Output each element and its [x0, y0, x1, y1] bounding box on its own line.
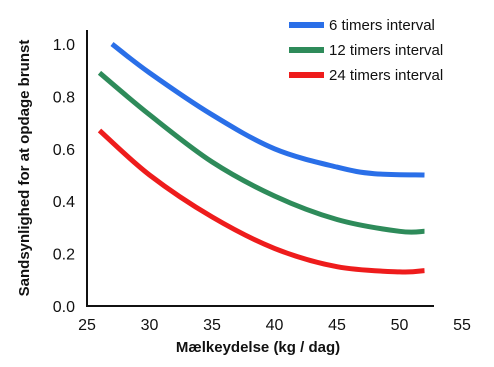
y-axis-title: Sandsynlighed for at opdage brunst	[16, 40, 33, 297]
y-tick-labels: 0.0 0.2 0.4 0.6 0.8 1.0	[53, 37, 75, 316]
x-tick-label: 35	[203, 317, 221, 334]
series-line-1	[110, 42, 425, 178]
legend-label-3: 24 timers interval	[329, 67, 443, 84]
x-tick-label: 40	[266, 317, 284, 334]
x-tick-label: 30	[141, 317, 159, 334]
series-line-3	[97, 128, 425, 275]
x-tick-label: 50	[391, 317, 409, 334]
x-tick-label: 25	[78, 317, 96, 334]
x-tick-label: 55	[453, 317, 471, 334]
x-tick-labels: 25 30 35 40 45 50 55	[78, 317, 471, 334]
series-line-2	[97, 70, 425, 235]
legend-label-2: 12 timers interval	[329, 42, 443, 59]
y-tick-label: 1.0	[53, 37, 75, 54]
legend: 6 timers interval 12 timers interval 24 ti…	[289, 17, 443, 84]
y-tick-label: 0.4	[53, 194, 75, 211]
x-axis-title: Mælkeydelse (kg / dag)	[176, 339, 340, 356]
series-lines	[97, 42, 425, 275]
y-tick-label: 0.2	[53, 247, 75, 264]
y-tick-label: 0.8	[53, 89, 75, 106]
y-tick-label: 0.0	[53, 299, 75, 316]
y-tick-label: 0.6	[53, 142, 75, 159]
legend-label-1: 6 timers interval	[329, 17, 435, 34]
x-tick-label: 45	[328, 317, 346, 334]
